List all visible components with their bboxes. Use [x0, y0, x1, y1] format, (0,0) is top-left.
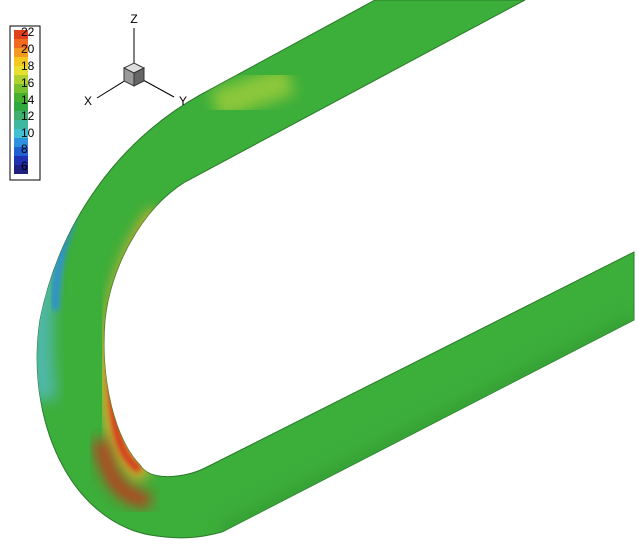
legend-label: 14 — [21, 93, 35, 107]
legend-label: 20 — [21, 42, 35, 56]
legend-label: 10 — [21, 126, 35, 140]
axis-label: Z — [130, 12, 137, 26]
axis-label: X — [84, 94, 92, 108]
axis-label: Y — [179, 94, 187, 108]
legend-label: 12 — [21, 109, 35, 123]
legend-label: 8 — [21, 142, 28, 156]
legend-label: 22 — [21, 25, 35, 39]
color-legend: 22 20 18 16 14 12 10 8 6 — [10, 25, 40, 180]
legend-label: 18 — [21, 59, 35, 73]
legend-label: 6 — [21, 159, 28, 173]
axis-triad: Z X Y — [84, 12, 187, 108]
legend-label: 16 — [21, 76, 35, 90]
visualization: 22 20 18 16 14 12 10 8 6 Z X Y — [0, 0, 639, 544]
